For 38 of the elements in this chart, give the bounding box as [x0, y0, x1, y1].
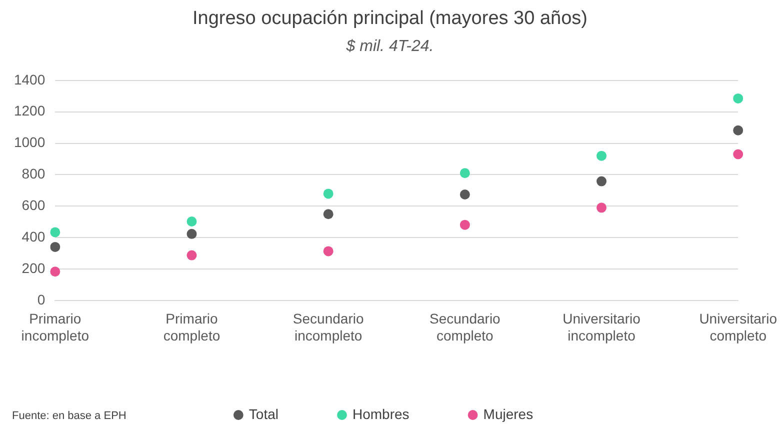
y-tick-label: 400	[22, 228, 46, 244]
x-tick-label: Universitario incompleto	[562, 310, 641, 344]
point	[323, 209, 334, 220]
point	[50, 266, 60, 277]
x-tick-label: Secundario completo	[430, 310, 501, 344]
point	[733, 93, 744, 104]
point	[460, 189, 470, 200]
legend-label: Mujeres	[483, 406, 534, 422]
point	[50, 227, 60, 238]
y-tick-label: 0	[37, 291, 46, 308]
legend-label: Hombres	[352, 406, 410, 422]
y-tick-label: 1000	[14, 134, 46, 150]
y-tick-label: 800	[22, 166, 46, 182]
point	[186, 228, 197, 239]
x-tick-label: Primario completo	[163, 310, 220, 344]
y-tick-label: 600	[22, 196, 46, 213]
y-tick-label: 1400	[14, 71, 46, 88]
point	[323, 246, 334, 256]
point	[733, 125, 744, 136]
point	[596, 176, 607, 186]
point	[323, 188, 334, 199]
x-tick-label: Secundario incompleto	[292, 310, 364, 344]
chart-title: Ingreso ocupación principal (mayores 30 años)	[192, 8, 588, 30]
point	[186, 216, 197, 227]
point	[596, 150, 607, 161]
source-note: Fuente: en base a EPH	[12, 410, 126, 422]
x-tick-label: Universitario completo	[699, 310, 778, 344]
legend-label: Total	[248, 406, 278, 422]
point	[460, 220, 470, 230]
point	[460, 168, 470, 178]
y-tick-label: 1200	[14, 102, 46, 119]
point	[596, 202, 607, 213]
point	[186, 250, 197, 260]
y-tick-label: 200	[22, 260, 46, 276]
point	[733, 149, 744, 160]
x-tick-label: Primario incompleto	[21, 310, 90, 344]
point	[50, 242, 60, 252]
chart-subtitle: $ mil. 4T-24.	[345, 38, 435, 56]
